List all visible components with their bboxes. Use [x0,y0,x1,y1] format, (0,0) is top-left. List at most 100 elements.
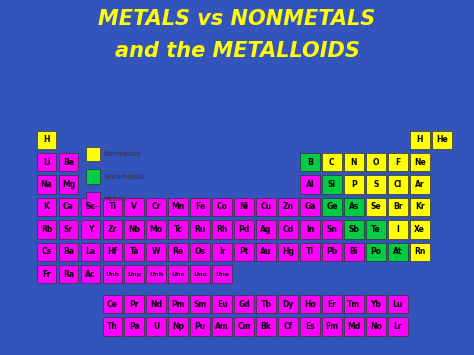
Bar [388,242,408,261]
Bar [102,295,122,313]
Text: U: U [153,322,159,331]
Bar [388,175,408,194]
Text: Tm: Tm [347,300,361,309]
Text: Am: Am [215,322,229,331]
Text: Cu: Cu [261,202,272,212]
Text: Unp: Unp [128,272,141,277]
Bar [81,242,100,261]
Bar [59,153,78,171]
Bar [168,265,188,283]
Text: Metals: Metals [104,196,127,202]
Text: O: O [373,158,379,167]
Text: Hg: Hg [282,247,294,256]
Text: In: In [306,225,314,234]
Text: Sc: Sc [85,202,95,212]
Text: Cd: Cd [283,225,293,234]
Text: Une: Une [215,272,229,277]
Text: Si: Si [328,180,336,189]
Bar [322,242,342,261]
Text: METALS vs NONMETALS: METALS vs NONMETALS [99,9,375,29]
Text: Nb: Nb [128,225,140,234]
Text: Cm: Cm [237,322,251,331]
Bar [344,220,364,239]
Bar [322,153,342,171]
Text: Unh: Unh [149,272,164,277]
Text: N: N [351,158,357,167]
Bar [234,198,254,216]
Text: Mo: Mo [150,225,163,234]
Bar [59,265,78,283]
Text: F: F [395,158,401,167]
Text: Au: Au [260,247,272,256]
Text: Lu: Lu [392,300,403,309]
Bar [256,198,276,216]
Text: Ge: Ge [326,202,337,212]
Bar [212,198,232,216]
Bar [146,295,166,313]
Bar [146,198,166,216]
Text: Np: Np [172,322,184,331]
Bar [300,153,320,171]
Text: Os: Os [195,247,206,256]
Bar [366,153,386,171]
Bar [322,220,342,239]
Bar [125,265,144,283]
Text: Tc: Tc [174,225,183,234]
Text: Rh: Rh [217,225,228,234]
Text: Sm: Sm [193,300,207,309]
Text: Uns: Uns [172,272,185,277]
Bar [102,198,122,216]
Bar [344,242,364,261]
Bar [102,317,122,336]
Bar [102,265,122,283]
Text: Cs: Cs [41,247,52,256]
Text: Co: Co [217,202,228,212]
Bar [410,175,429,194]
Bar [191,198,210,216]
Bar [388,220,408,239]
Bar [86,147,100,161]
Bar [366,220,386,239]
Text: Pt: Pt [239,247,249,256]
Bar [81,265,100,283]
Bar [146,242,166,261]
Bar [278,317,298,336]
Text: Hf: Hf [108,247,118,256]
Text: Fe: Fe [195,202,205,212]
Bar [191,317,210,336]
Text: Fr: Fr [42,269,51,279]
Bar [256,242,276,261]
Text: and the METALLOIDS: and the METALLOIDS [115,41,359,61]
Text: V: V [131,202,137,212]
Bar [234,220,254,239]
Bar [59,220,78,239]
Bar [36,220,56,239]
Text: Zn: Zn [283,202,293,212]
Text: Uno: Uno [193,272,207,277]
Text: Be: Be [63,158,74,167]
Text: No: No [370,322,382,331]
Bar [125,242,144,261]
Bar [366,198,386,216]
Text: Pr: Pr [129,300,139,309]
Text: K: K [44,202,49,212]
Bar [410,220,429,239]
Bar [278,295,298,313]
Bar [410,198,429,216]
Text: Zr: Zr [108,225,117,234]
Bar [86,169,100,184]
Bar [191,295,210,313]
Bar [212,265,232,283]
Bar [168,317,188,336]
Bar [168,295,188,313]
Text: Fm: Fm [325,322,338,331]
Text: Mg: Mg [62,180,75,189]
Text: C: C [329,158,335,167]
Text: Sn: Sn [327,225,337,234]
Bar [366,317,386,336]
Bar [366,295,386,313]
Text: Tl: Tl [306,247,314,256]
Text: Ar: Ar [415,180,425,189]
Text: Cr: Cr [152,202,161,212]
Bar [168,198,188,216]
